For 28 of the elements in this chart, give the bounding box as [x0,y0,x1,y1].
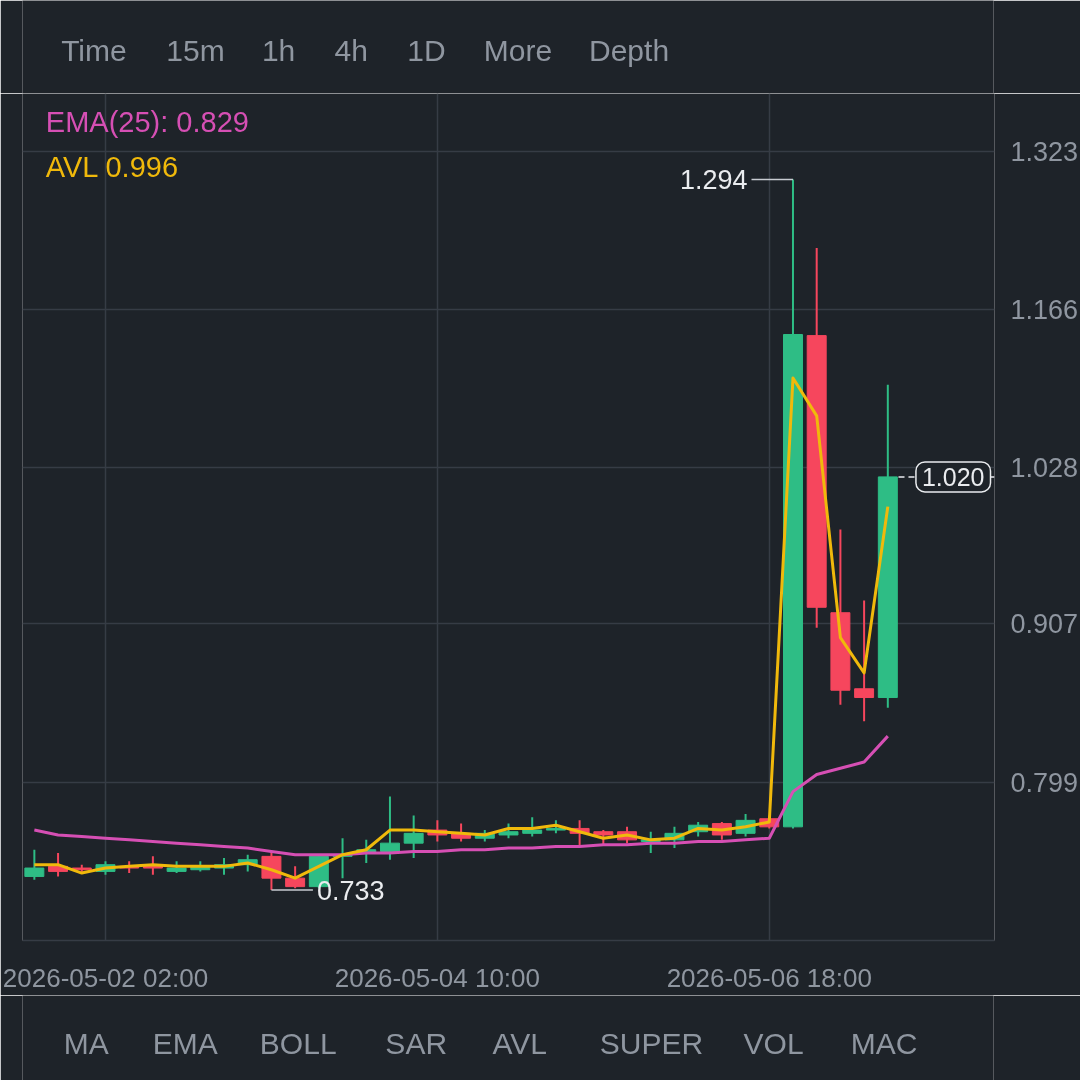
annotation: 1.294 [679,164,748,195]
y-tick-label: 0.799 [1010,767,1079,798]
text: AVL 0.996 [45,150,179,183]
text: 4h [334,33,368,67]
text: 15m [166,33,225,67]
ref-line-label: 1.020 [921,462,985,491]
text: AVL [492,1027,548,1060]
y-tick-label: 1.323 [1010,137,1079,168]
x-tick-label: 2026-05-02 02:00 [2,962,209,993]
x-tick-label: 2026-05-04 10:00 [334,962,541,993]
annotation: 0.733 [316,875,385,906]
text: EMA [152,1027,218,1060]
text: BOLL [259,1027,337,1060]
text: MAC [850,1027,918,1060]
text: MA [63,1027,109,1060]
text: Time [61,33,127,67]
text: Depth [589,33,670,67]
y-tick-label: 0.907 [1010,609,1079,640]
text: SAR [385,1027,448,1060]
text: More [483,33,553,67]
x-tick-label: 2026-05-06 18:00 [666,962,872,993]
text: 1h [261,33,296,67]
y-tick-label: 1.166 [1010,295,1079,326]
text: 1D [407,33,446,67]
text: EMA(25): 0.829 [45,105,249,138]
text: VOL [743,1027,804,1060]
y-tick-label: 1.028 [1010,452,1079,483]
text: SUPER [599,1027,704,1060]
